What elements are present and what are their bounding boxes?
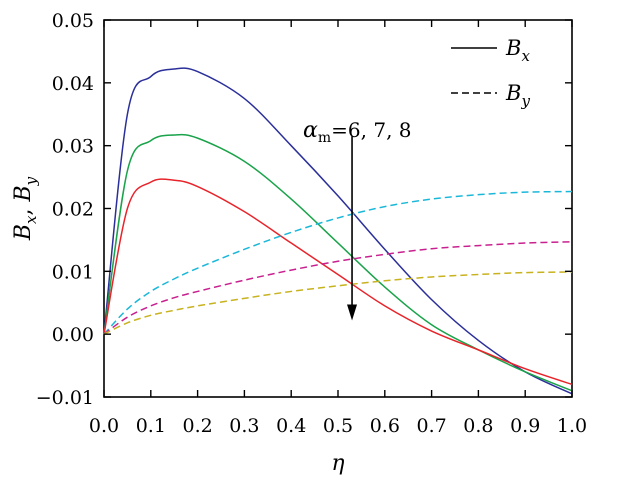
legend-label-y: By <box>505 81 530 110</box>
ticks-group: 0.0 0.1 0.2 0.3 0.4 0.5 0.6 0.7 0.8 0.9 1.0 −0.01 0.… <box>36 10 587 437</box>
y-tick-label: 0.02 <box>52 199 94 221</box>
bx-series-line-1 <box>103 67 573 395</box>
y-tick-label: 0.00 <box>52 324 94 346</box>
y-tick-label: 0.04 <box>52 73 94 95</box>
by-series-line-2 <box>103 241 573 335</box>
annotation-text: αm=6, 7, 8 <box>303 118 412 146</box>
bx-series-line-3 <box>103 178 573 386</box>
by-series-line-3 <box>103 271 573 335</box>
y-tick-label: 0.03 <box>52 136 94 158</box>
y-axis-title: Bx, By <box>11 176 40 241</box>
annotation-arrow-head <box>347 304 358 321</box>
axis-titles: η Bx, By <box>11 176 345 476</box>
y-tick-label: 0.01 <box>52 261 94 283</box>
x-tick-label: 1.0 <box>557 415 587 437</box>
legend-label-x: Bx <box>505 36 530 65</box>
series-group <box>103 67 573 395</box>
x-tick-label: 0.2 <box>182 415 212 437</box>
x-tick-label: 0.0 <box>89 415 119 437</box>
x-tick-label: 0.1 <box>136 415 166 437</box>
by-series-line-1 <box>103 190 573 335</box>
bx-series-line-2 <box>103 133 573 392</box>
y-tick-label: −0.01 <box>36 387 94 409</box>
x-axis-title: η <box>331 451 344 476</box>
x-tick-label: 0.4 <box>276 415 306 437</box>
x-tick-label: 0.8 <box>463 415 493 437</box>
plot-frame <box>103 19 573 398</box>
x-tick-label: 0.5 <box>323 415 353 437</box>
legend: Bx By <box>451 36 530 110</box>
x-tick-label: 0.3 <box>229 415 259 437</box>
annotation-group: αm=6, 7, 8 <box>303 118 412 321</box>
y-tick-label: 0.05 <box>52 10 94 32</box>
x-tick-label: 0.9 <box>510 415 540 437</box>
plot-area <box>103 19 573 398</box>
x-tick-label: 0.6 <box>370 415 400 437</box>
x-tick-label: 0.7 <box>416 415 446 437</box>
